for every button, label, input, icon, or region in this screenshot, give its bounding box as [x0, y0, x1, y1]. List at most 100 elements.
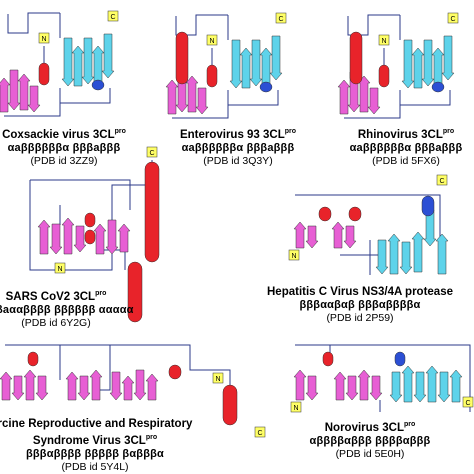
c-terminus-label: C: [257, 430, 262, 437]
panel-secondary-structure: αββββαβββ ββββαβββ: [309, 434, 431, 447]
beta-strand-arrow: [305, 225, 319, 249]
panel-sup: pro: [145, 434, 158, 441]
beta-strand-arrow: [413, 371, 427, 403]
beta-strand-arrow: [431, 47, 445, 89]
beta-strand-arrow: [437, 371, 451, 403]
alpha-helix-cylinder: [84, 229, 96, 245]
beta-strand-arrow: [93, 223, 107, 255]
panel-pdb-id: (PDB id 6Y2G): [21, 316, 91, 329]
beta-strand-arrow: [345, 375, 359, 401]
panel-pdb-id: (PDB id 5Y4L): [61, 460, 129, 473]
beta-strand-arrow: [229, 39, 243, 89]
connector-loop: [7, 12, 60, 34]
connector-loop: [175, 14, 228, 36]
beta-strand-arrow: [133, 369, 147, 401]
beta-strand-arrow: [367, 87, 381, 115]
beta-strand-arrow: [17, 73, 31, 111]
connector-loop: [30, 179, 131, 210]
c-terminus-box: [107, 10, 119, 22]
c-terminus-label: C: [450, 16, 455, 23]
beta-strand-arrow: [369, 375, 383, 401]
beta-strand-arrow: [73, 225, 87, 253]
alpha-helix-cylinder: [349, 31, 363, 85]
c-terminus-label: C: [149, 150, 154, 157]
caption-prrsv: rcine Reproductive and Respiratory Syndr…: [0, 418, 200, 474]
panel-name: Hepatitis C Virus NS3/4A protease: [267, 286, 453, 298]
alpha-helix-cylinder: [222, 384, 238, 426]
alpha-helix-cylinder: [27, 351, 39, 367]
beta-strand-arrow: [109, 371, 123, 401]
beta-strand-arrow: [145, 373, 159, 401]
n-terminus-box: [288, 249, 300, 261]
beta-strand-arrow: [27, 85, 41, 113]
c-terminus-label: C: [439, 178, 444, 185]
alpha-helix-cylinder: [431, 81, 445, 93]
n-terminus-box: [290, 401, 302, 413]
beta-strand-arrow: [105, 219, 119, 255]
c-terminus-label: C: [110, 14, 115, 21]
alpha-helix-cylinder: [84, 212, 96, 228]
panel-rhinovirus-diagram: NC: [337, 12, 459, 119]
alpha-helix-cylinder: [206, 64, 218, 88]
c-terminus-label: C: [465, 400, 470, 407]
beta-strand-arrow: [49, 223, 63, 255]
n-terminus-box: [378, 34, 390, 46]
beta-strand-arrow: [0, 371, 13, 401]
beta-strand-arrow: [81, 37, 95, 85]
beta-strand-arrow: [101, 33, 115, 79]
beta-strand-arrow: [61, 37, 75, 87]
beta-strand-arrow: [449, 369, 463, 403]
n-terminus-label: N: [293, 405, 298, 412]
beta-strand-arrow: [337, 79, 351, 115]
panel-pdb-id: (PDB id 2P59): [326, 312, 394, 324]
caption-rhinovirus: Rhinovirus 3CLpro αaββββββα βββaβββ (PDB…: [336, 125, 474, 168]
beta-strand-arrow: [357, 369, 371, 401]
alpha-helix-cylinder: [394, 351, 406, 367]
beta-strand-arrow: [0, 77, 11, 113]
panel-sup: pro: [95, 290, 107, 297]
beta-strand-arrow: [399, 241, 413, 275]
n-terminus-box: [38, 32, 50, 44]
n-terminus-label: N: [209, 38, 214, 45]
connector-loop: [227, 90, 279, 106]
panel-secondary-structure: βββαββββ βββββ βαβββα: [25, 447, 165, 460]
c-terminus-box: [146, 146, 158, 158]
connector-loop: [344, 105, 401, 119]
beta-strand-arrow: [65, 371, 79, 401]
c-terminus-box: [254, 426, 266, 438]
alpha-helix-cylinder: [168, 364, 182, 380]
c-terminus-label: C: [278, 16, 283, 23]
panel-sars-diagram: CN: [29, 146, 160, 323]
beta-strand-arrow: [411, 231, 425, 273]
beta-strand-arrow: [293, 221, 307, 249]
panel-sup: pro: [284, 128, 297, 135]
alpha-helix-cylinder: [378, 64, 390, 88]
beta-strand-arrow: [389, 371, 403, 403]
panel-sup: pro: [114, 128, 126, 135]
caption-norovirus: Norovirus 3CLpro αββββαβββ ββββαβββ (PDB…: [300, 418, 440, 461]
beta-strand-arrow: [71, 45, 85, 87]
beta-strand-arrow: [425, 365, 439, 403]
panel-enterovirus-diagram: NC: [165, 12, 287, 119]
beta-strand-arrow: [61, 217, 75, 255]
beta-strand-arrow: [259, 47, 273, 89]
panel-prrsv-diagram: CN: [0, 344, 266, 438]
n-terminus-box: [206, 34, 218, 46]
c-terminus-box: [462, 396, 474, 408]
alpha-helix-cylinder: [348, 206, 362, 222]
n-terminus-label: N: [381, 38, 386, 45]
alpha-helix-cylinder: [38, 62, 50, 86]
beta-strand-arrow: [91, 45, 105, 87]
panel-name: rcine Reproductive and Respiratory: [0, 418, 193, 430]
beta-strand-arrow: [333, 371, 347, 401]
alpha-helix-cylinder: [318, 206, 332, 222]
beta-strand-arrow: [195, 87, 209, 115]
panel-pdb-id: (PDB id 5FX6): [372, 154, 440, 167]
caption-enterovirus: Enterovirus 93 3CLpro αaββββββα βββaβββ …: [168, 125, 308, 168]
beta-strand-arrow: [77, 375, 91, 401]
panel-norovirus-diagram: NC: [290, 344, 474, 413]
n-terminus-label: N: [57, 266, 62, 273]
beta-strand-arrow: [387, 233, 401, 275]
connector-loop: [295, 344, 471, 412]
panel-hcv-diagram: NC: [288, 174, 449, 275]
